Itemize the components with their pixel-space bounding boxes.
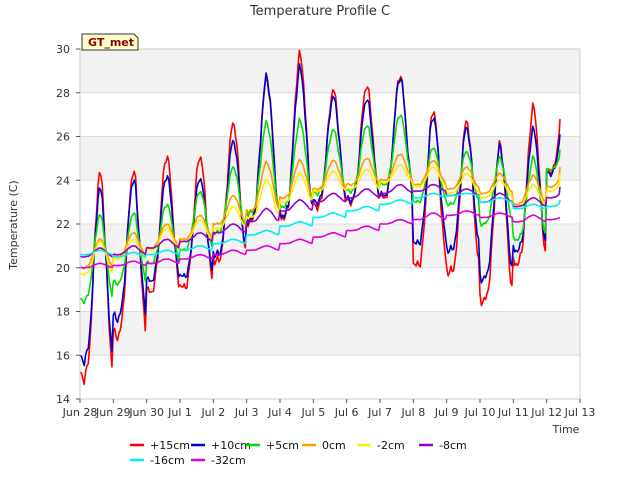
y-tick-label: 22: [56, 218, 70, 231]
x-tick-label: Jul 10: [464, 406, 496, 419]
legend-label: -32cm: [211, 454, 246, 467]
x-tick-label: Jul 2: [200, 406, 225, 419]
x-tick-label: Jul 1: [167, 406, 192, 419]
legend-label: +5cm: [266, 439, 299, 452]
site-label: GT_met: [88, 36, 134, 49]
legend-label: -16cm: [150, 454, 185, 467]
plot-band: [80, 267, 580, 312]
x-tick-label: Jul 3: [234, 406, 259, 419]
y-tick-label: 16: [56, 349, 70, 362]
y-tick-label: 18: [56, 306, 70, 319]
x-tick-label: Jul 11: [497, 406, 529, 419]
x-tick-label: Jun 29: [95, 406, 131, 419]
x-tick-label: Jul 13: [564, 406, 596, 419]
x-tick-label: Jul 8: [400, 406, 425, 419]
legend-label: +10cm: [211, 439, 251, 452]
x-tick-label: Jul 5: [300, 406, 325, 419]
y-tick-label: 14: [56, 393, 70, 406]
plot-band: [80, 355, 580, 399]
x-tick-label: Jul 4: [267, 406, 292, 419]
site-label-box: GT_met: [81, 33, 139, 51]
y-tick-label: 28: [56, 87, 70, 100]
series-line-2cm: [79, 164, 561, 277]
x-tick-label: Jul 12: [530, 406, 562, 419]
x-axis-label: Time: [552, 423, 580, 436]
series-line-10cm: [79, 63, 561, 367]
chart-title: Temperature Profile C: [249, 4, 390, 19]
x-tick-label: Jun 30: [128, 406, 164, 419]
y-tick-label: 30: [56, 43, 70, 56]
x-tick-label: Jul 9: [434, 406, 459, 419]
plot-band: [80, 49, 580, 93]
y-tick-label: 24: [56, 174, 70, 187]
legend-label: 0cm: [322, 439, 346, 452]
plot-background: [80, 49, 580, 399]
x-tick-label: Jul 6: [334, 406, 359, 419]
y-axis-label: Temperature (C): [7, 180, 20, 270]
legend: +15cm +10cm +5cm 0cm -2cm -8cm -16cm -32cm: [130, 439, 467, 467]
x-tick-label: Jun 28: [62, 406, 98, 419]
y-tick-label: 20: [56, 262, 70, 275]
legend-label: -8cm: [439, 439, 467, 452]
series-layer: [79, 49, 561, 386]
series-line-0cm: [79, 153, 561, 270]
plot-band: [80, 311, 580, 356]
x-tick-label: Jul 7: [367, 406, 392, 419]
legend-label: +15cm: [150, 439, 190, 452]
series-line-16cm: [80, 192, 561, 258]
series-line-32cm: [79, 210, 561, 269]
legend-label: -2cm: [377, 439, 405, 452]
y-tick-label: 26: [56, 131, 70, 144]
